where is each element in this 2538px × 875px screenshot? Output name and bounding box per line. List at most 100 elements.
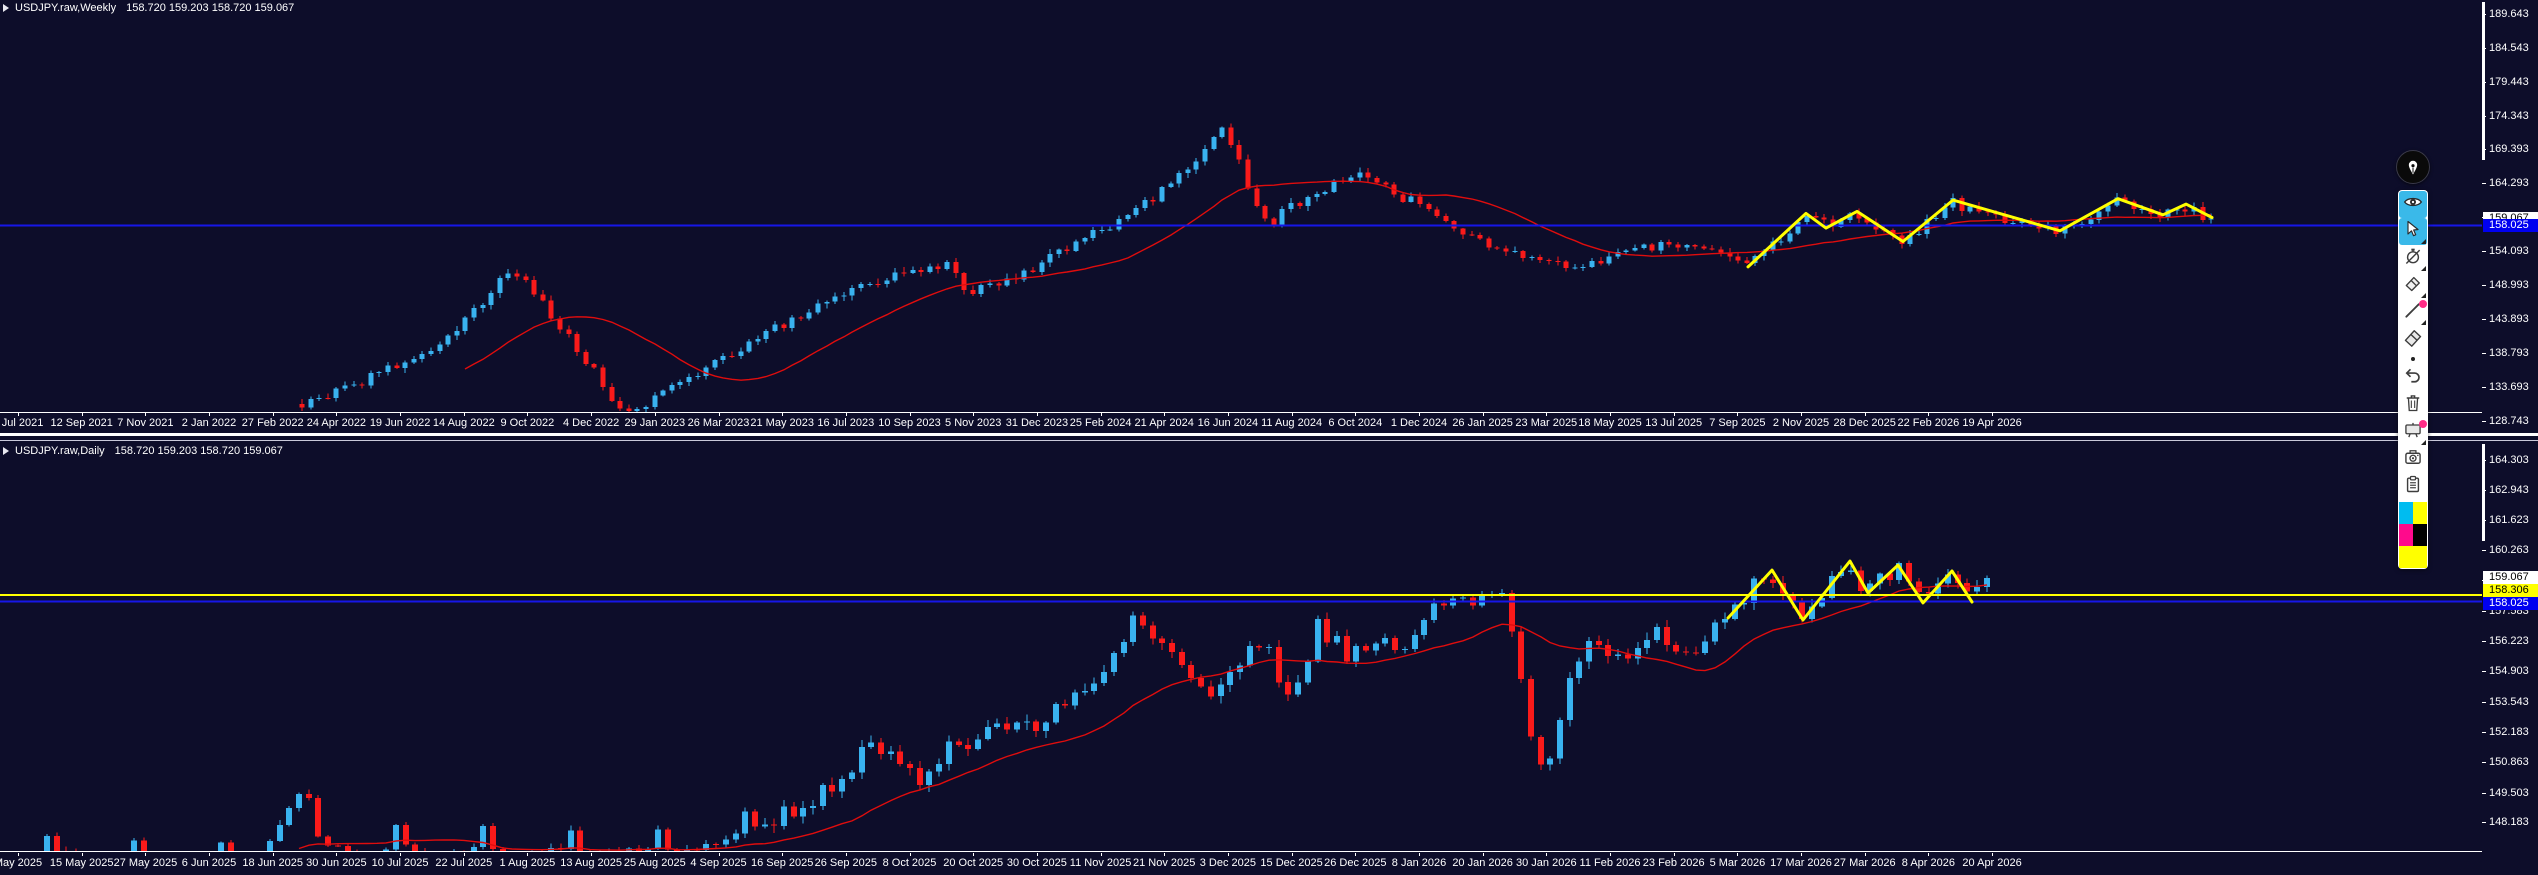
time-tick-mark bbox=[1355, 853, 1357, 856]
presentation-screen-button[interactable] bbox=[2399, 419, 2427, 446]
price-tick-label: 128.743 bbox=[2489, 414, 2529, 427]
price-tick-mark bbox=[2482, 671, 2486, 672]
eraser-small-button[interactable] bbox=[2399, 272, 2427, 299]
trash-bin-icon bbox=[2403, 393, 2423, 418]
price-tick-label: 153.543 bbox=[2489, 695, 2529, 708]
time-tick-mark bbox=[1864, 853, 1866, 856]
price-tick-mark bbox=[2482, 285, 2486, 287]
weekly-price-axis[interactable]: 189.643 184.543 179.443 174.343 169.393 164.2… bbox=[2482, 0, 2538, 433]
time-axis-label: 6 Jun 2025 bbox=[181, 857, 237, 869]
time-tick-mark bbox=[400, 413, 402, 416]
trash-bin-button[interactable] bbox=[2399, 392, 2427, 419]
time-axis-label: 10 Sep 2023 bbox=[878, 417, 941, 429]
divider-line bbox=[0, 433, 2538, 436]
swatch-yellow-large[interactable] bbox=[2399, 546, 2427, 568]
clipboard-notes-icon bbox=[2403, 474, 2423, 499]
price-tick-mark bbox=[2482, 251, 2486, 253]
divider-line-2 bbox=[0, 440, 2538, 441]
weekly-candles-canvas[interactable] bbox=[0, 0, 2482, 413]
submenu-corner-flag bbox=[2421, 320, 2426, 325]
price-tick-mark bbox=[2482, 387, 2486, 389]
time-tick-mark bbox=[1801, 853, 1802, 856]
time-tick-mark bbox=[845, 413, 847, 416]
time-tick-mark bbox=[1992, 853, 1994, 856]
trendline-pencil-button[interactable] bbox=[2399, 299, 2427, 326]
time-tick-mark bbox=[1673, 413, 1675, 416]
weekly-time-axis[interactable]: 8 Jul 2021 12 Sep 2021 7 Nov 2021 2 Jan 202… bbox=[0, 413, 2482, 433]
price-tick-label: 148.993 bbox=[2489, 279, 2529, 292]
color-swatches[interactable] bbox=[2399, 502, 2427, 568]
time-tick-mark bbox=[1928, 413, 1930, 416]
time-axis-label: 18 May 2025 bbox=[1578, 417, 1642, 429]
zigzag-overlay[interactable] bbox=[1726, 559, 1974, 622]
price-tick-label: 156.223 bbox=[2489, 635, 2529, 648]
price-tick-label: 149.503 bbox=[2489, 786, 2529, 799]
time-axis-label: 21 May 2023 bbox=[750, 417, 814, 429]
time-tick-mark bbox=[1864, 413, 1866, 416]
time-tick-mark bbox=[463, 853, 465, 856]
price-tick-label: 133.693 bbox=[2489, 381, 2529, 394]
time-tick-mark bbox=[18, 413, 19, 416]
time-axis-label: 20 Oct 2025 bbox=[943, 857, 1004, 869]
time-tick-mark bbox=[1928, 853, 1930, 856]
eraser-large-button[interactable] bbox=[2399, 326, 2427, 353]
time-axis-label: 27 May 2025 bbox=[113, 857, 178, 869]
swatch-magenta[interactable] bbox=[2399, 524, 2413, 546]
time-axis-label: 16 Sep 2025 bbox=[750, 857, 814, 869]
time-axis-label: 26 Sep 2025 bbox=[814, 857, 877, 869]
camera-snapshot-icon bbox=[2403, 447, 2423, 472]
price-tick-mark bbox=[2482, 822, 2486, 824]
time-tick-mark bbox=[1737, 853, 1739, 856]
time-tick-mark bbox=[1610, 853, 1611, 856]
time-axis-label: 22 Jul 2025 bbox=[435, 857, 493, 869]
price-tick-mark bbox=[2482, 420, 2486, 422]
time-axis-label: 7 Sep 2025 bbox=[1709, 417, 1766, 429]
price-tick-mark bbox=[2482, 319, 2486, 321]
time-tick-mark bbox=[1737, 413, 1739, 416]
time-axis-label: 25 Feb 2024 bbox=[1069, 417, 1132, 429]
time-axis-label: 26 Mar 2023 bbox=[687, 417, 750, 429]
time-axis-label: 28 Dec 2025 bbox=[1833, 417, 1896, 429]
time-axis-label: 26 Dec 2025 bbox=[1324, 857, 1387, 869]
undo-arrow-button[interactable] bbox=[2399, 365, 2427, 392]
cursor-pointer-button[interactable] bbox=[2399, 218, 2427, 245]
moving-average-line bbox=[464, 180, 2212, 381]
time-tick-mark bbox=[336, 853, 338, 856]
panel-divider[interactable] bbox=[0, 433, 2538, 443]
zigzag-overlay[interactable] bbox=[1746, 197, 2214, 269]
swatch-cyan[interactable] bbox=[2399, 502, 2413, 524]
swatch-yellow[interactable] bbox=[2413, 502, 2427, 524]
time-tick-mark bbox=[1164, 413, 1166, 416]
swatch-black[interactable] bbox=[2413, 524, 2427, 546]
time-tick-mark bbox=[654, 413, 656, 416]
time-axis-label: 19 Jun 2022 bbox=[369, 417, 431, 429]
time-axis-label: 20 Jan 2026 bbox=[1452, 857, 1513, 869]
time-tick-mark bbox=[973, 853, 975, 856]
time-axis-label: 19 Apr 2026 bbox=[1962, 417, 2022, 429]
weekly-plot-area[interactable]: USDJPY.raw,Weekly 158.720 159.203 158.72… bbox=[0, 0, 2482, 413]
timer-disabled-button[interactable] bbox=[2399, 245, 2427, 272]
time-tick-mark bbox=[782, 853, 784, 856]
visibility-eye-button[interactable] bbox=[2399, 191, 2427, 218]
daily-price-axis[interactable]: 164.303162.943161.623160.263158.943157.5… bbox=[2482, 443, 2538, 875]
chart-expand-arrow-icon[interactable] bbox=[3, 447, 9, 455]
time-axis-label: 30 Jan 2026 bbox=[1516, 857, 1577, 869]
candles-layer bbox=[44, 560, 1990, 852]
camera-snapshot-button[interactable] bbox=[2399, 446, 2427, 473]
time-axis-label: 14 Aug 2022 bbox=[432, 417, 495, 429]
time-tick-mark bbox=[145, 413, 147, 416]
time-tick-mark bbox=[845, 853, 847, 856]
daily-candles-canvas[interactable] bbox=[0, 443, 2482, 853]
time-tick-mark bbox=[1100, 853, 1102, 856]
chart-panel-daily: USDJPY.raw,Daily 158.720 159.203 158.720… bbox=[0, 443, 2538, 875]
drawing-pen-button[interactable] bbox=[2396, 150, 2430, 184]
clipboard-notes-button[interactable] bbox=[2399, 473, 2427, 500]
time-tick-mark bbox=[1291, 853, 1293, 856]
chart-expand-arrow-icon[interactable] bbox=[3, 4, 9, 12]
weekly-chart-title: USDJPY.raw,Weekly 158.720 159.203 158.72… bbox=[3, 2, 294, 14]
time-axis-label: 9 Oct 2022 bbox=[500, 417, 555, 429]
daily-plot-area[interactable]: USDJPY.raw,Daily 158.720 159.203 158.720… bbox=[0, 443, 2482, 853]
price-tick-label: 154.093 bbox=[2489, 245, 2529, 258]
